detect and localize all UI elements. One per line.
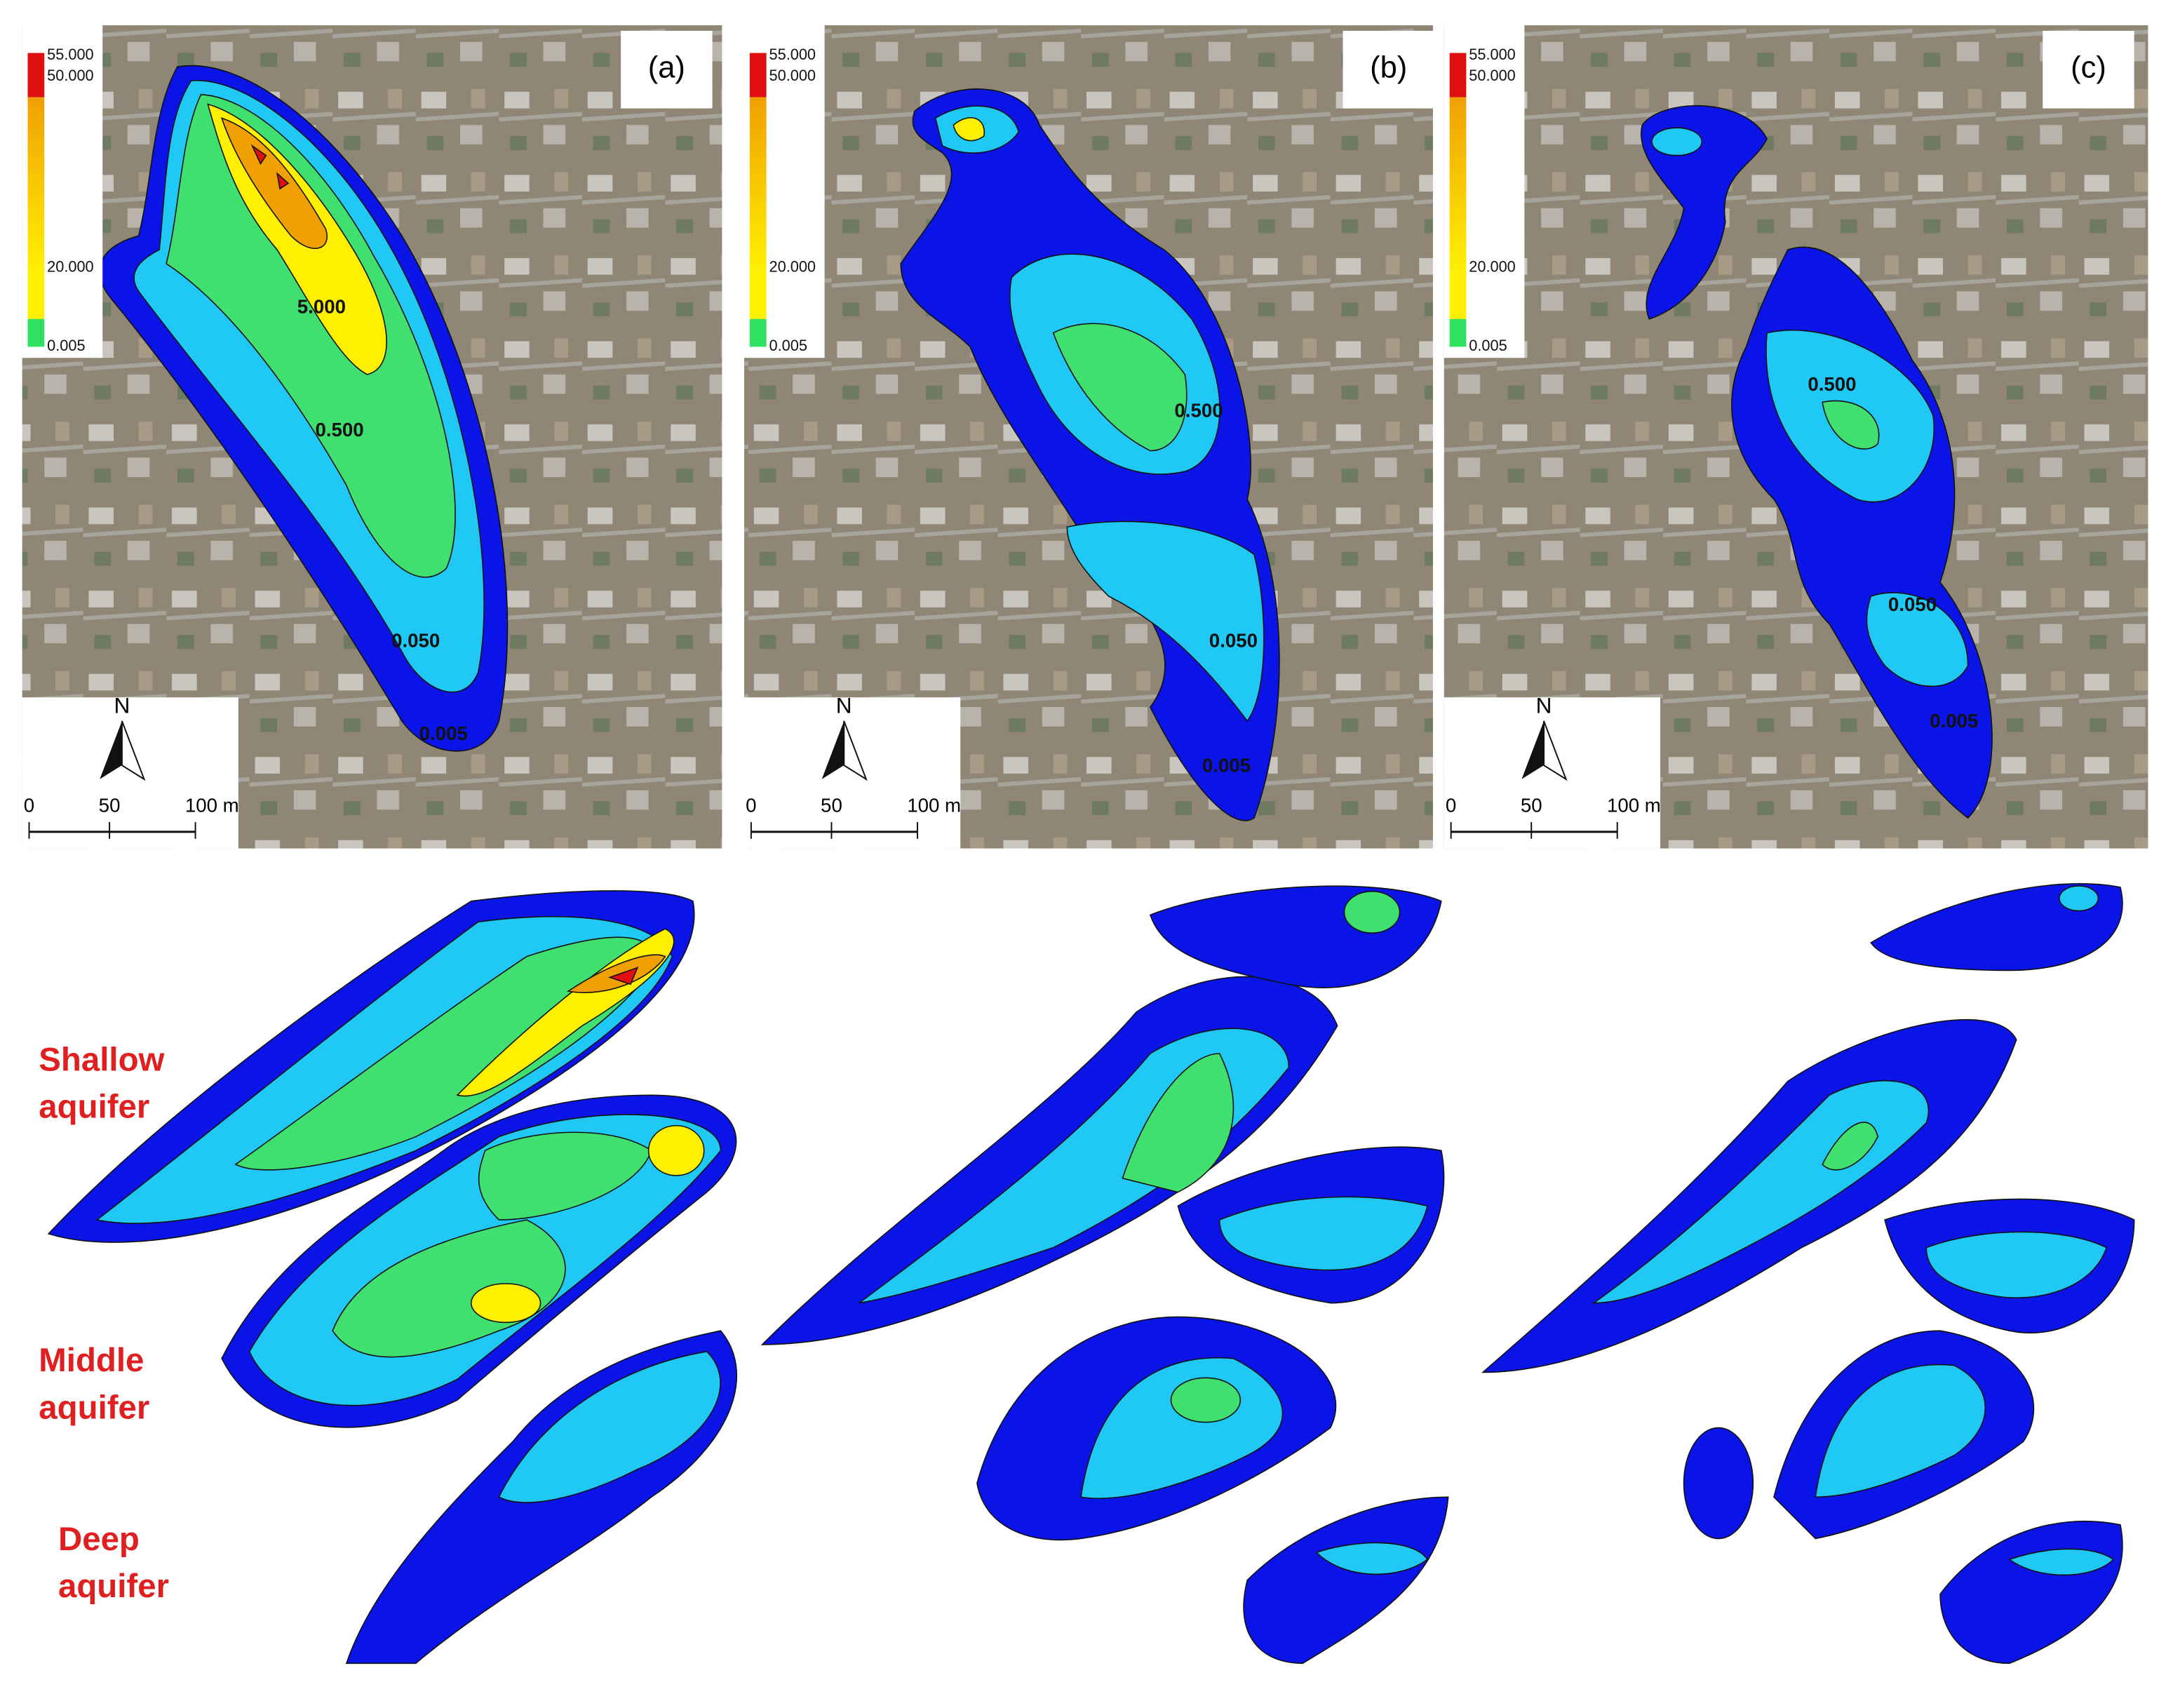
legend-bar bbox=[749, 53, 767, 97]
scale-label: 0 bbox=[746, 795, 756, 816]
contour-label: 0.500 bbox=[1808, 373, 1856, 395]
scale-label: 100 m bbox=[185, 795, 239, 816]
scale-label: 50 bbox=[821, 795, 842, 816]
contour-label: 0.005 bbox=[1202, 754, 1251, 776]
legend-label: 20.000 bbox=[47, 257, 93, 275]
north-label: N bbox=[1536, 692, 1552, 718]
panel-label: (b) bbox=[1370, 51, 1407, 85]
north-arrow bbox=[121, 720, 146, 781]
legend-label: 50.000 bbox=[1469, 67, 1515, 84]
contour-label: 0.050 bbox=[1888, 593, 1937, 615]
contour-label: 0.500 bbox=[315, 419, 363, 441]
panel-label-box bbox=[1343, 30, 1434, 109]
scale-box bbox=[744, 697, 961, 849]
contour-label: 0.005 bbox=[1930, 710, 1978, 732]
panel-label-box bbox=[2043, 30, 2134, 109]
scale-label: 50 bbox=[99, 795, 121, 816]
legend-label: 20.000 bbox=[1469, 257, 1515, 275]
north-arrow bbox=[821, 720, 845, 779]
contour-label: 0.050 bbox=[391, 630, 440, 652]
legend-bar bbox=[1449, 53, 1467, 97]
legend-label: 0.005 bbox=[1469, 337, 1507, 354]
plume-3d bbox=[47, 890, 737, 1665]
scale-label: 0 bbox=[1446, 795, 1456, 816]
legend-bar bbox=[1449, 270, 1467, 319]
aquifer-label: Shallow bbox=[39, 1041, 164, 1078]
legend-bar bbox=[27, 270, 45, 319]
north-label: N bbox=[836, 692, 852, 718]
north-label: N bbox=[114, 692, 130, 718]
plume bbox=[98, 65, 509, 752]
aquifer-label: Deep bbox=[58, 1521, 140, 1558]
plume-3d bbox=[1481, 883, 2135, 1665]
legend-bar bbox=[749, 97, 767, 271]
legend-label: 0.005 bbox=[769, 337, 807, 354]
legend-label: 0.005 bbox=[47, 337, 85, 354]
scale-box bbox=[22, 697, 238, 849]
plume bbox=[900, 88, 1280, 821]
scale-label: 50 bbox=[1521, 795, 1542, 816]
legend-label: 55.000 bbox=[47, 46, 93, 63]
aquifer-label: aquifer bbox=[39, 1089, 149, 1126]
north-arrow bbox=[1543, 720, 1568, 781]
legend-bar bbox=[27, 53, 45, 97]
legend-label: 55.000 bbox=[1469, 46, 1515, 63]
scale-box bbox=[1444, 697, 1660, 849]
legend-label: 55.000 bbox=[769, 46, 816, 63]
plume bbox=[1641, 105, 1993, 819]
aquifer-label: aquifer bbox=[39, 1389, 149, 1426]
legend-bar bbox=[27, 318, 45, 347]
panel-label-box bbox=[621, 30, 713, 109]
north-arrow bbox=[100, 720, 122, 779]
legend-bar bbox=[27, 97, 45, 271]
plume-3d bbox=[760, 885, 1449, 1665]
legend-label: 20.000 bbox=[769, 257, 816, 275]
legend-bar bbox=[1449, 318, 1467, 347]
scale-label: 100 m bbox=[1607, 795, 1661, 816]
legend-label: 50.000 bbox=[769, 67, 816, 84]
aquifer-label: Middle bbox=[39, 1342, 144, 1379]
aquifer-label: aquifer bbox=[58, 1568, 169, 1605]
contour-label: 0.005 bbox=[419, 722, 468, 744]
legend-bar bbox=[1449, 97, 1467, 271]
legend-label: 50.000 bbox=[47, 67, 93, 84]
scale-label: 0 bbox=[24, 795, 34, 816]
panel-label: (a) bbox=[648, 51, 685, 85]
panel-label: (c) bbox=[2071, 51, 2106, 85]
north-arrow bbox=[843, 720, 868, 781]
legend-bar bbox=[749, 318, 767, 347]
contour-label: 5.000 bbox=[297, 295, 346, 317]
contour-label: 0.050 bbox=[1209, 630, 1258, 652]
scale-label: 100 m bbox=[907, 795, 961, 816]
legend-bar bbox=[749, 270, 767, 319]
annotations: 55.000 50.000 20.000 0.005 (a) 5.000 0.500 0.05… bbox=[22, 25, 2134, 1605]
contour-label: 0.500 bbox=[1174, 400, 1223, 422]
